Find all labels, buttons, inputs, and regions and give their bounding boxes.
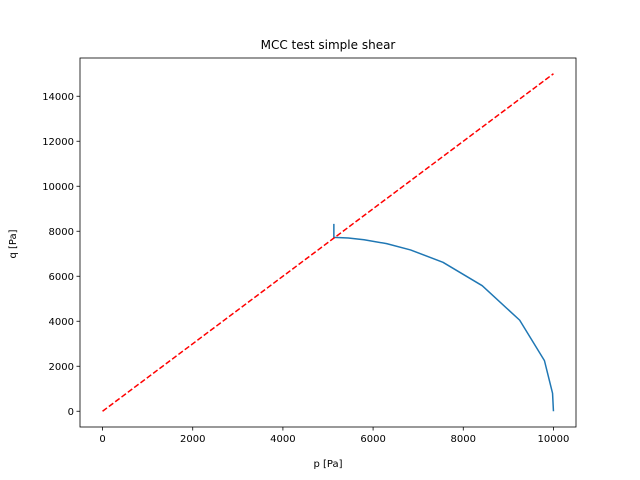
x-tick-label: 4000 <box>270 434 295 445</box>
plot-area: 0 2000 4000 6000 8000 10000 0 2000 4000 6000 8000 1… <box>42 57 577 445</box>
y-tick-label: 0 <box>68 407 74 418</box>
axes-frame <box>79 57 577 428</box>
y-tick-label: 4000 <box>49 317 74 328</box>
y-tick-label: 8000 <box>49 227 74 238</box>
x-tick-label: 0 <box>99 434 105 445</box>
y-tick-label: 10000 <box>42 182 74 193</box>
x-tick-label: 2000 <box>180 434 205 445</box>
x-tick-label: 6000 <box>360 434 385 445</box>
y-tick-label: 2000 <box>49 362 74 373</box>
x-axis-label: p [Pa] <box>313 459 342 470</box>
y-axis-label: q [Pa] <box>8 229 19 258</box>
reference-line <box>102 73 554 412</box>
x-tick-label: 10000 <box>538 434 570 445</box>
y-tick-label: 12000 <box>42 137 74 148</box>
y-tick-label: 6000 <box>49 272 74 283</box>
y-tick-label: 14000 <box>42 92 74 103</box>
x-tick-label: 8000 <box>451 434 476 445</box>
chart-title: MCC test simple shear <box>261 38 396 52</box>
